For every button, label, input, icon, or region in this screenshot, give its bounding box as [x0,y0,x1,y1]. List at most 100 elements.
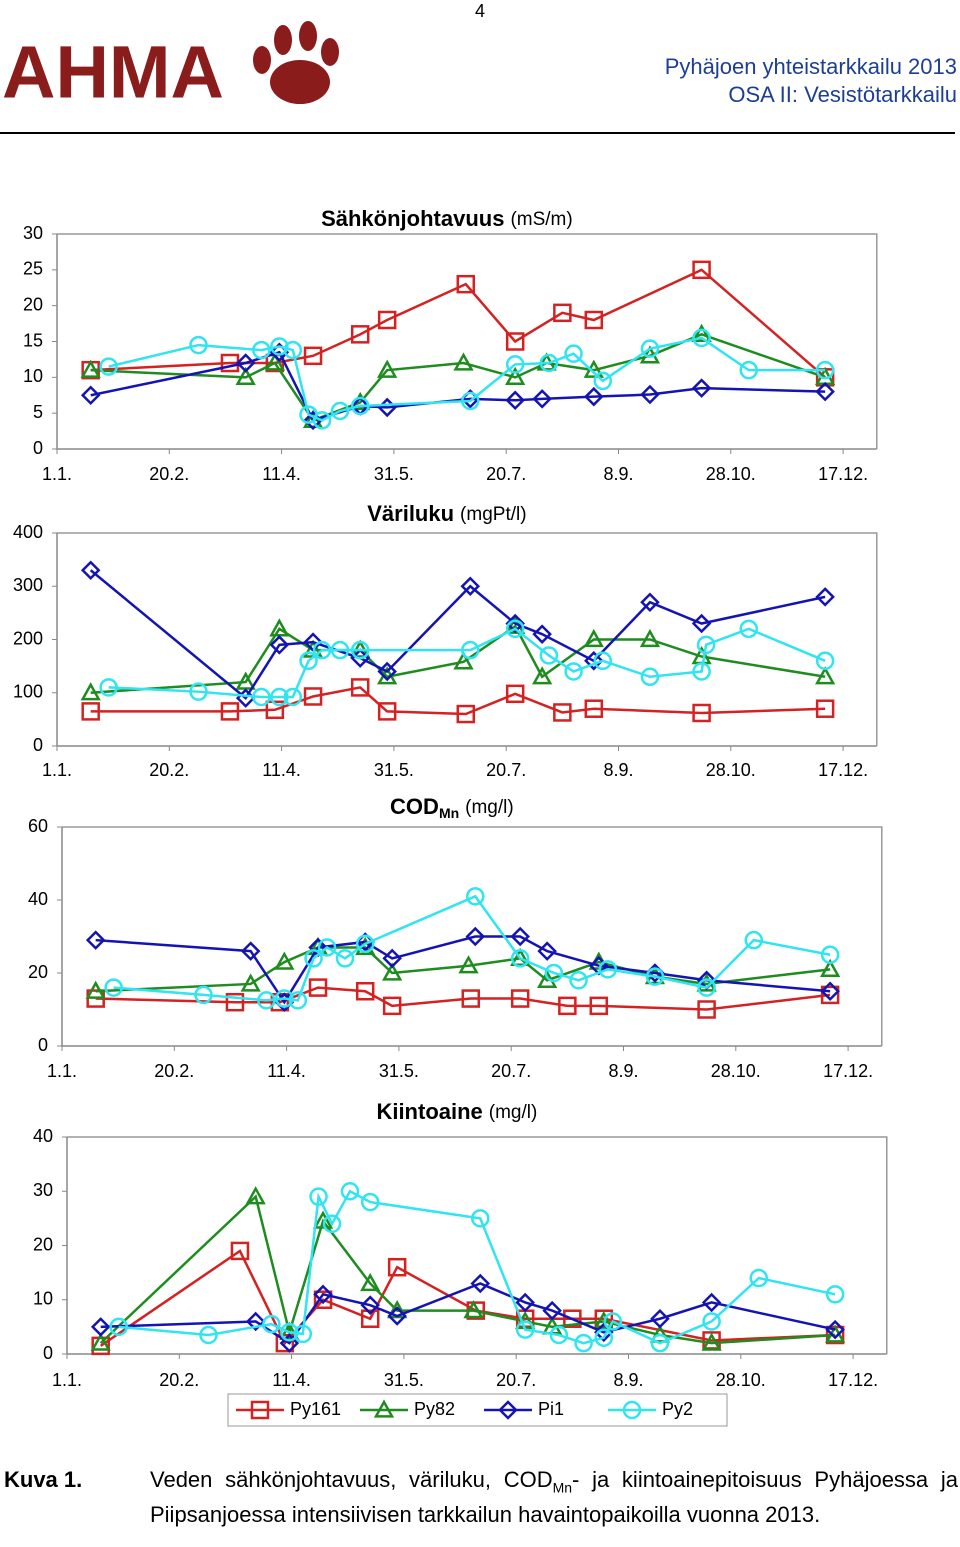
marker [650,1333,670,1353]
marker [815,381,835,402]
y-tick-label: 30 [23,223,43,243]
marker [649,1324,671,1343]
marker [825,1285,845,1304]
series-line [118,1189,836,1345]
plot-frame [67,1136,888,1354]
marker [815,666,836,685]
title-text: Sähkönjohtavuus [321,206,504,231]
marker [815,651,835,671]
marker [312,640,332,660]
x-tick-label: 8.9. [603,760,633,780]
marker [593,371,613,391]
marker [456,274,476,294]
title-text: COD [390,794,439,819]
marker [558,996,577,1016]
page-number: 4 [475,1,485,21]
marker [350,396,370,416]
marker [350,678,370,697]
marker [270,337,289,356]
marker [330,640,350,660]
x-tick-label: 8.9. [613,1370,643,1390]
marker [505,684,525,704]
marker [81,702,100,721]
marker [692,328,711,348]
marker [697,978,716,997]
marker [230,1241,250,1261]
marker [283,340,303,360]
marker [815,699,835,718]
marker [220,702,240,721]
series-line [95,935,831,1005]
marker [532,389,552,409]
marker [650,1308,670,1329]
marker [377,310,397,330]
marker [463,1300,484,1319]
marker [701,1292,722,1313]
y-tick-label: 0 [38,1035,48,1055]
marker [80,385,101,406]
marker [692,260,711,280]
marker [739,360,759,380]
legend-label: Py2 [662,1399,693,1419]
caption-text: Veden sähkönjohtavuus, väriluku, CODMn- … [150,1466,958,1529]
marker [697,1000,716,1019]
y-tick-label: 20 [33,1234,53,1254]
marker [589,996,609,1016]
marker [80,682,101,701]
marker [280,1323,299,1342]
marker [275,989,294,1008]
marker [335,949,355,968]
x-tick-label: 8.9. [603,464,633,484]
marker [532,624,552,644]
y-tick-label: 15 [23,330,43,350]
y-tick-label: 25 [23,259,43,279]
marker [820,985,840,1005]
x-tick-label: 11.4. [262,760,301,780]
title-text: Väriluku [367,501,454,526]
x-tick-label: 17.12. [823,1061,873,1081]
marker [510,989,530,1008]
marker [360,1192,380,1212]
title-unit: (mg/l) [465,797,514,818]
marker [252,687,271,707]
marker [466,887,485,906]
marker [355,982,375,1001]
y-tick-label: 100 [13,682,43,702]
marker [815,360,835,380]
y-tick-label: 20 [23,294,43,314]
marker [189,335,208,355]
chart-title: Kiintoaine (mg/l) [376,1099,537,1124]
marker [461,989,481,1008]
marker [99,357,118,376]
x-tick-label: 1.1. [47,1061,77,1081]
legend-marker [373,1399,395,1418]
x-tick-label: 11.4. [267,1061,306,1081]
marker [702,1312,721,1331]
marker [594,1328,614,1347]
marker [640,667,660,687]
marker [269,618,290,637]
plot-frame [57,233,878,449]
marker [104,978,123,997]
marker [564,662,583,681]
marker [265,700,285,720]
marker [99,678,118,697]
marker [583,628,604,648]
marker [598,960,618,979]
y-tick-label: 200 [13,628,43,648]
marker [235,353,256,373]
y-tick-label: 40 [28,889,48,909]
marker [584,651,604,671]
x-tick-label: 20.7. [486,464,526,484]
marker [639,628,661,648]
marker [453,651,474,670]
marker [80,560,101,581]
marker [820,945,840,964]
marker [640,592,660,612]
y-tick-label: 0 [33,735,43,755]
title-unit: (mS/m) [510,209,572,230]
marker [252,340,271,360]
marker [691,378,712,398]
marker [461,391,480,411]
